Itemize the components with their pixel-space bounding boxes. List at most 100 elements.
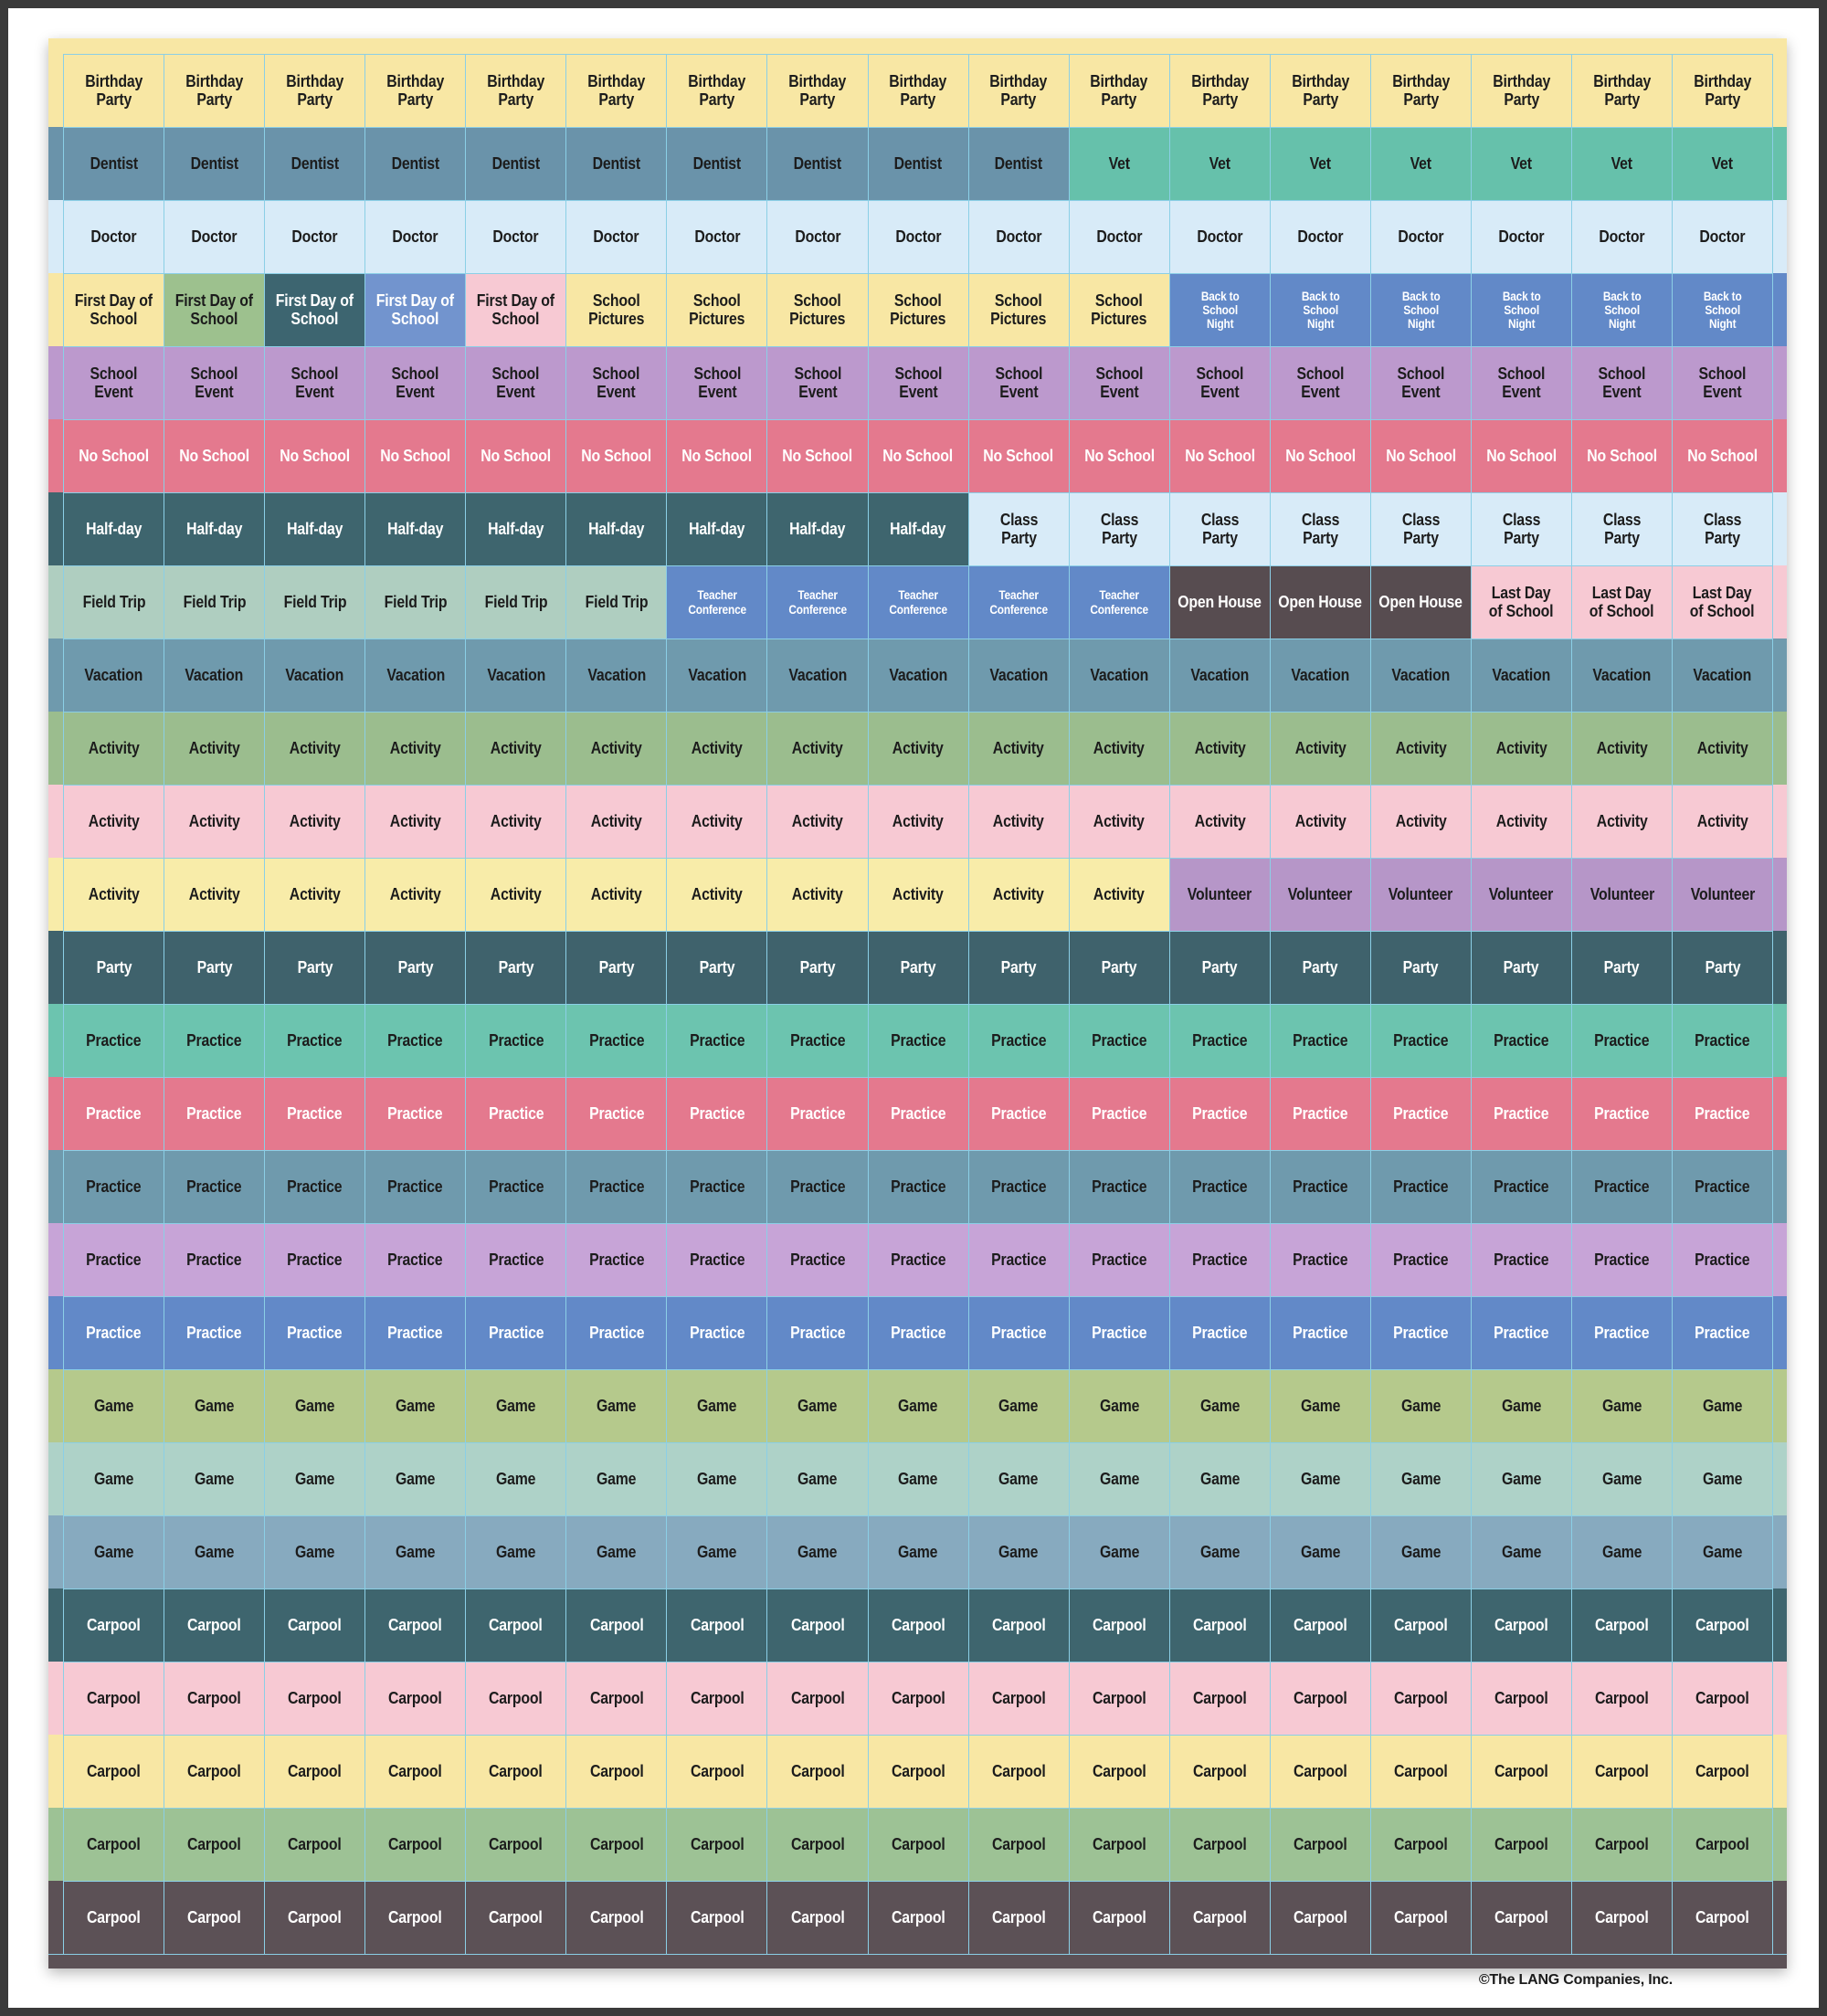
sticker-cell-label: Practice xyxy=(789,1103,846,1123)
sticker-cell: Game xyxy=(1672,1442,1773,1515)
sticker-cell-label: Birthday Party xyxy=(1090,72,1148,109)
sticker-cell: Activity xyxy=(1269,712,1370,785)
sticker-cell: Activity xyxy=(1369,712,1471,785)
sticker-cell: Vet xyxy=(1470,127,1571,200)
sticker-cell-label: Carpool xyxy=(1092,1907,1146,1926)
sticker-cell-label: Practice xyxy=(1594,1177,1650,1196)
sticker-cell-label: Vacation xyxy=(285,665,344,684)
sticker-cell-label: Activity xyxy=(1194,811,1246,830)
sticker-cell: Practice xyxy=(63,1296,164,1369)
sticker-cell: Doctor xyxy=(465,200,566,273)
sticker-cell-label: Doctor xyxy=(794,227,840,246)
sticker-cell: Practice xyxy=(364,1223,466,1296)
sticker-cell: Carpool xyxy=(766,1881,868,1954)
sticker-cell-label: Practice xyxy=(1695,1177,1750,1196)
sticker-row: Field Trip Field Trip Field Trip Field Trip… xyxy=(48,565,1788,639)
sticker-cell: Practice xyxy=(1269,1296,1370,1369)
sticker-cell-label: Practice xyxy=(86,1177,142,1196)
sticker-cell-label: Activity xyxy=(389,884,441,903)
sheet-side-margin xyxy=(1772,1881,1788,1954)
sticker-cell: Practice xyxy=(967,1150,1069,1223)
sticker-cell-label: Vacation xyxy=(989,665,1048,684)
sheet-side-margin xyxy=(1772,1077,1788,1150)
sticker-cell-label: Party xyxy=(1101,957,1137,976)
sticker-cell: Activity xyxy=(666,858,767,931)
sticker-cell-label: Vacation xyxy=(1391,665,1451,684)
sticker-cell: Game xyxy=(1068,1442,1169,1515)
sheet-side-margin xyxy=(48,1296,63,1369)
sticker-cell-label: School Event xyxy=(90,364,138,401)
sticker-cell-label: Practice xyxy=(1695,1250,1750,1269)
sticker-cell: Practice xyxy=(1269,1223,1370,1296)
sticker-cell-label: Activity xyxy=(1395,811,1447,830)
sticker-cell: School Event xyxy=(1369,346,1471,419)
sticker-cell: Game xyxy=(1168,1442,1270,1515)
sticker-cell: Practice xyxy=(1672,1004,1773,1077)
sticker-cell: Activity xyxy=(766,858,868,931)
sticker-cell-label: Carpool xyxy=(1595,1688,1649,1707)
sticker-cell-label: Volunteer xyxy=(1188,884,1252,903)
sticker-cell: Carpool xyxy=(565,1589,667,1662)
sticker-cell: Carpool xyxy=(465,1881,566,1954)
sticker-cell-label: Carpool xyxy=(1394,1688,1448,1707)
sticker-cell: Game xyxy=(364,1369,466,1442)
sticker-cell-label: Carpool xyxy=(1494,1761,1548,1780)
sticker-cell-label: Carpool xyxy=(1092,1761,1146,1780)
sticker-cell: Practice xyxy=(1570,1077,1672,1150)
sticker-cell-label: Doctor xyxy=(996,227,1042,246)
sticker-cell: Birthday Party xyxy=(1168,54,1270,127)
sheet-side-margin xyxy=(1772,1515,1788,1589)
sticker-row: Carpool Carpool Carpool Carpool Carpool Carpo… xyxy=(48,1808,1788,1881)
sticker-cell-label: Practice xyxy=(186,1103,242,1123)
sticker-cell-label: Carpool xyxy=(1092,1834,1146,1853)
sticker-cell-label: Game xyxy=(998,1396,1039,1415)
sticker-cell: Carpool xyxy=(164,1589,265,1662)
sticker-cell-label: Carpool xyxy=(187,1761,241,1780)
sticker-cell: Vacation xyxy=(1168,639,1270,712)
sticker-cell: No School xyxy=(867,419,968,492)
sticker-cell: Activity xyxy=(1068,858,1169,931)
sticker-cell-label: Doctor xyxy=(1599,227,1645,246)
sticker-cell-label: Practice xyxy=(1695,1103,1750,1123)
sticker-cell: School Event xyxy=(264,346,365,419)
sheet-side-margin xyxy=(1772,492,1788,565)
sticker-cell-label: Activity xyxy=(1495,738,1547,757)
sheet-side-margin xyxy=(1772,1735,1788,1808)
sticker-cell-label: Doctor xyxy=(1398,227,1444,246)
sticker-cell-label: School Pictures xyxy=(990,291,1047,328)
sticker-row: Game Game Game Game Game Game Game Game Game Game… xyxy=(48,1442,1788,1515)
sticker-cell: No School xyxy=(465,419,566,492)
sticker-cell: Carpool xyxy=(1068,1881,1169,1954)
sticker-cell-label: Practice xyxy=(387,1030,443,1050)
sticker-cell: Party xyxy=(1369,931,1471,1004)
sticker-cell-label: Practice xyxy=(689,1030,745,1050)
sticker-cell: Carpool xyxy=(1168,1808,1270,1881)
sticker-cell-label: Activity xyxy=(188,738,240,757)
sticker-cell: Activity xyxy=(967,785,1069,858)
sticker-cell-label: School Event xyxy=(995,364,1042,401)
sticker-cell-label: Practice xyxy=(488,1103,544,1123)
sticker-cell: Party xyxy=(63,931,164,1004)
sticker-cell: Practice xyxy=(1369,1223,1471,1296)
sticker-cell: Carpool xyxy=(1168,1735,1270,1808)
sticker-cell-label: Dentist xyxy=(592,153,641,173)
sticker-cell: Game xyxy=(766,1515,868,1589)
sticker-cell-label: Game xyxy=(93,1542,134,1561)
sticker-cell: Carpool xyxy=(264,1662,365,1735)
sticker-cell: Carpool xyxy=(1570,1735,1672,1808)
sticker-cell: Practice xyxy=(1470,1223,1571,1296)
sticker-cell-label: Carpool xyxy=(288,1907,342,1926)
sticker-cell-label: Vacation xyxy=(1592,665,1652,684)
sticker-cell: Carpool xyxy=(1672,1735,1773,1808)
sticker-cell: Practice xyxy=(1168,1150,1270,1223)
sticker-cell-label: Game xyxy=(1501,1542,1542,1561)
sticker-cell-label: Carpool xyxy=(690,1907,745,1926)
sticker-cell-label: Practice xyxy=(990,1250,1047,1269)
sticker-cell: Carpool xyxy=(164,1808,265,1881)
sticker-cell: Carpool xyxy=(1168,1881,1270,1954)
sticker-cell-label: Carpool xyxy=(1394,1615,1448,1634)
sticker-cell-label: Carpool xyxy=(288,1761,342,1780)
sticker-cell: Last Day of School xyxy=(1470,565,1571,639)
sticker-cell-label: Class Party xyxy=(1200,511,1240,547)
sticker-cell: Birthday Party xyxy=(967,54,1069,127)
